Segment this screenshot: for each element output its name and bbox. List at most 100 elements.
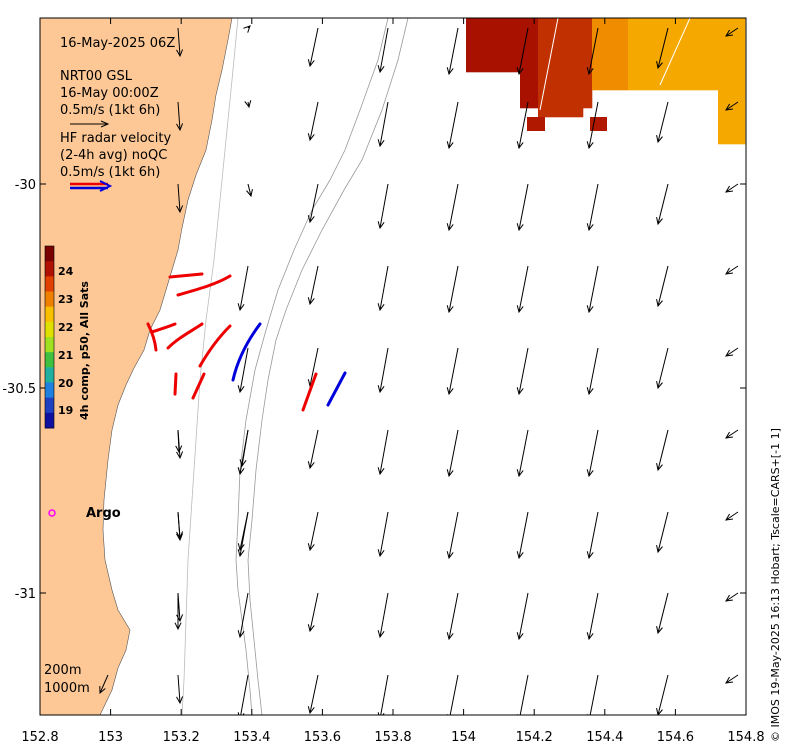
model-arrow <box>307 511 319 552</box>
model-arrow <box>725 429 739 439</box>
sst-cell <box>682 36 692 46</box>
model-arrow <box>237 674 249 715</box>
sst-cell <box>619 27 629 37</box>
model-arrow <box>446 429 459 478</box>
sst-cell <box>637 81 647 91</box>
sst-cell <box>556 63 566 73</box>
model-arrow <box>307 27 319 68</box>
sst-cell <box>466 45 476 55</box>
sst-cell <box>601 18 611 28</box>
sst-cell <box>574 90 584 100</box>
sst-cell <box>610 18 620 28</box>
sst-cell <box>736 135 746 145</box>
model-arrow <box>446 27 459 76</box>
sst-cell <box>529 81 539 91</box>
sst-cell <box>592 36 602 46</box>
sst-cell <box>610 72 620 82</box>
sst-cell <box>727 36 737 46</box>
sst-cell <box>466 63 476 73</box>
sst-cell <box>709 18 719 28</box>
sst-cell <box>511 36 521 46</box>
sst-cell <box>709 54 719 64</box>
sst-cell <box>700 72 710 82</box>
isotherm <box>659 18 691 86</box>
model-scale-arrowhead <box>100 120 110 128</box>
model-arrow <box>446 101 459 150</box>
model-arrow <box>516 429 529 478</box>
sst-cell <box>691 54 701 64</box>
sst-cell <box>583 45 593 55</box>
map-datetime: 16-May-2025 06Z <box>60 36 175 51</box>
sst-cell <box>691 72 701 82</box>
model-arrow <box>586 101 599 150</box>
sst-cell <box>520 45 530 55</box>
sst-cell <box>673 81 683 91</box>
depth-label-200m: 200m <box>44 663 81 678</box>
sst-cell <box>736 63 746 73</box>
sst-cell <box>529 63 539 73</box>
sst-cell <box>556 81 566 91</box>
sst-cell <box>574 99 584 109</box>
sst-cell <box>574 45 584 55</box>
sst-cell <box>628 36 638 46</box>
model-arrow <box>176 511 184 540</box>
sst-cell <box>475 45 485 55</box>
sst-cell <box>574 36 584 46</box>
sst-cell <box>673 54 683 64</box>
model-arrow <box>175 429 183 454</box>
sst-cell <box>529 36 539 46</box>
sst-cell <box>682 27 692 37</box>
model-arrow <box>176 183 184 214</box>
sst-cell <box>574 63 584 73</box>
sst-cell <box>502 36 512 46</box>
sst-cell <box>718 63 728 73</box>
sst-cell <box>709 72 719 82</box>
radar-vector <box>168 272 204 279</box>
model-arrow <box>656 592 669 635</box>
sst-cell <box>718 45 728 55</box>
sst-cell <box>565 99 575 109</box>
radar-vector <box>150 322 177 334</box>
colorbar-tick-label: 21 <box>58 349 73 362</box>
sst-cell <box>574 81 584 91</box>
colorbar-frame <box>44 245 55 429</box>
sst-cell <box>484 63 494 73</box>
sst-cell <box>538 72 548 82</box>
sst-cell <box>565 81 575 91</box>
sst-cell <box>718 81 728 91</box>
sst-cell <box>527 117 536 131</box>
radar-vector <box>166 322 204 350</box>
model-arrow <box>656 183 669 226</box>
sst-cell <box>619 72 629 82</box>
x-tick-label: 152.8 <box>21 730 58 745</box>
sst-cell <box>691 27 701 37</box>
sst-cell <box>736 54 746 64</box>
sst-cell <box>655 45 665 55</box>
sst-cell <box>592 27 602 37</box>
sst-cell <box>475 18 485 28</box>
sst-cell <box>583 18 593 28</box>
model-arrow <box>446 674 459 715</box>
sst-cell <box>736 126 746 136</box>
sst-cell <box>565 18 575 28</box>
hf-radar-vectors <box>146 272 347 412</box>
depth-label-1000m: 1000m <box>44 681 90 696</box>
contour-1000m <box>247 18 409 715</box>
model-time: 16-May 00:00Z <box>60 86 159 101</box>
sst-cell <box>619 45 629 55</box>
sst-cell <box>590 117 599 131</box>
sst-cell <box>556 36 566 46</box>
isotherm <box>539 18 559 111</box>
x-axis: 152.8 153 153.2 153.4 153.6 153.8 154 154.2 154.… <box>21 18 765 745</box>
model-arrow <box>307 674 319 715</box>
sst-cell <box>619 36 629 46</box>
sst-cell <box>574 108 584 118</box>
colorbar-label: 4h comp, p50, All Sats <box>78 281 91 420</box>
x-tick-label: 153.2 <box>163 730 200 745</box>
sst-cell <box>664 63 674 73</box>
model-arrow <box>446 347 459 396</box>
x-tick-label: 154.6 <box>657 730 694 745</box>
sst-cell <box>511 45 521 55</box>
sst-cell <box>736 90 746 100</box>
